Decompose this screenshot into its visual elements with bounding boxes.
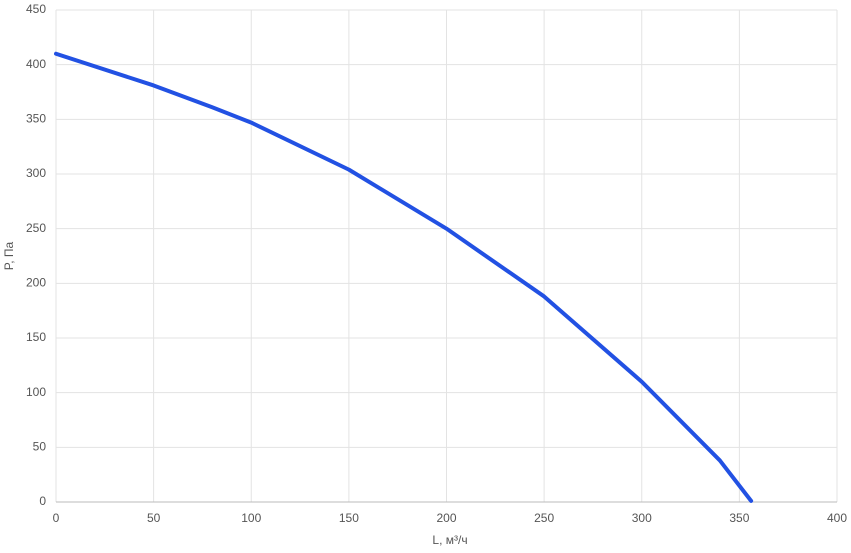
y-tick-label: 100 bbox=[26, 385, 46, 399]
y-tick-label: 450 bbox=[26, 2, 46, 16]
x-tick-label: 200 bbox=[436, 511, 456, 525]
x-tick-label: 0 bbox=[53, 511, 60, 525]
data-line bbox=[54, 51, 754, 503]
y-tick-label: 150 bbox=[26, 330, 46, 344]
y-tick-label: 50 bbox=[33, 440, 47, 454]
x-tick-label: 100 bbox=[241, 511, 261, 525]
y-axis-label: P, Па bbox=[2, 241, 16, 270]
x-tick-label: 400 bbox=[827, 511, 847, 525]
x-tick-label: 350 bbox=[729, 511, 749, 525]
y-tick-label: 200 bbox=[26, 276, 46, 290]
x-tick-label: 50 bbox=[147, 511, 161, 525]
y-tick-label: 300 bbox=[26, 166, 46, 180]
y-tick-label: 350 bbox=[26, 112, 46, 126]
y-tick-label: 250 bbox=[26, 221, 46, 235]
x-tick-label: 300 bbox=[632, 511, 652, 525]
x-axis-label: L, м³/ч bbox=[432, 533, 467, 547]
y-tick-label: 400 bbox=[26, 57, 46, 71]
x-tick-label: 250 bbox=[534, 511, 554, 525]
y-tick-label: 0 bbox=[39, 494, 46, 508]
x-tick-label: 150 bbox=[339, 511, 359, 525]
